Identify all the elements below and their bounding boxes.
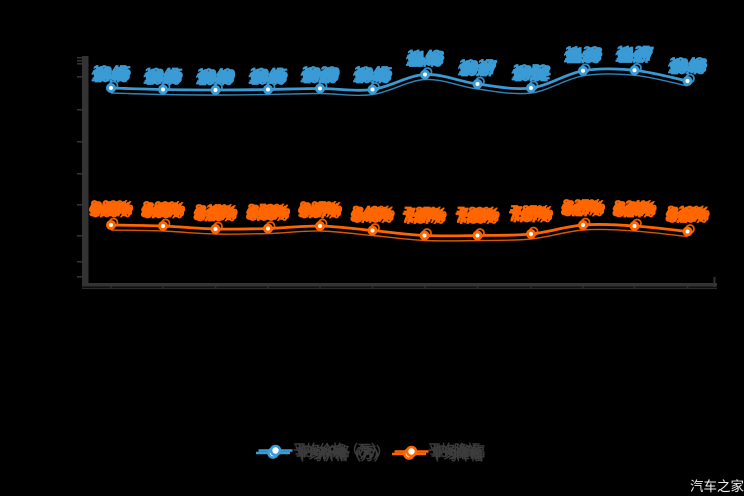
svg-text:汽车之家: 汽车之家 bbox=[690, 478, 744, 494]
